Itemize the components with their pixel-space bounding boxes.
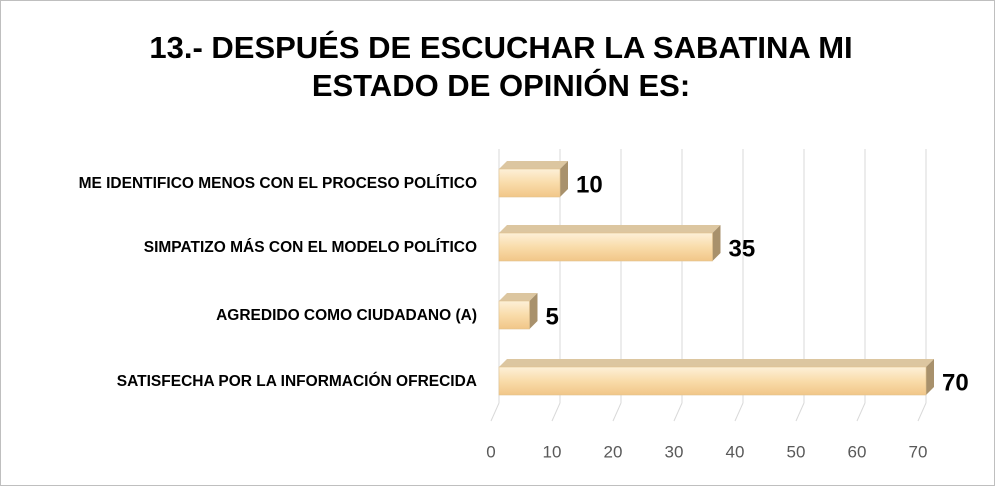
category-text: AGREDIDO COMO CIUDADANO (A) bbox=[216, 306, 477, 324]
bar-top bbox=[499, 359, 934, 367]
value-label: 70 bbox=[942, 369, 969, 396]
grid-floor-line bbox=[734, 402, 744, 422]
grid-floor-line bbox=[856, 402, 866, 422]
grid-floor-line bbox=[673, 402, 683, 422]
bar bbox=[498, 232, 713, 262]
x-tick-label: 70 bbox=[909, 442, 928, 461]
category-text: ME IDENTIFICO MENOS CON EL PROCESO POLÍT… bbox=[78, 174, 477, 192]
x-tick-label: 40 bbox=[726, 442, 745, 461]
x-tick-label: 60 bbox=[848, 442, 867, 461]
category-label: AGREDIDO COMO CIUDADANO (A) bbox=[37, 290, 477, 340]
category-text: SATISFECHA POR LA INFORMACIÓN OFRECIDA bbox=[116, 372, 477, 390]
category-label: SATISFECHA POR LA INFORMACIÓN OFRECIDA bbox=[37, 356, 477, 406]
bar-side bbox=[529, 293, 538, 329]
value-label: 5 bbox=[546, 303, 559, 330]
value-label: 35 bbox=[729, 235, 756, 262]
bar bbox=[498, 300, 530, 330]
x-tick-label: 50 bbox=[787, 442, 806, 461]
x-tick-label: 10 bbox=[543, 442, 562, 461]
x-tick-label: 0 bbox=[486, 442, 495, 461]
bar bbox=[498, 168, 561, 198]
bar-side bbox=[926, 359, 934, 395]
x-tick-label: 30 bbox=[665, 442, 684, 461]
grid-floor-line bbox=[490, 402, 500, 422]
category-text: SIMPATIZO MÁS CON EL MODELO POLÍTICO bbox=[143, 238, 477, 256]
grid-floor-line bbox=[795, 402, 805, 422]
grid-floor-line bbox=[612, 402, 622, 422]
bar-top bbox=[499, 225, 721, 233]
bar-top bbox=[499, 161, 568, 169]
chart-title: 13.- DESPUÉS DE ESCUCHAR LA SABATINA MI … bbox=[149, 30, 853, 103]
category-label: ME IDENTIFICO MENOS CON EL PROCESO POLÍT… bbox=[37, 158, 477, 208]
value-label: 10 bbox=[576, 171, 603, 198]
grid-floor-line bbox=[551, 402, 561, 422]
bar-side bbox=[560, 161, 568, 197]
bar bbox=[498, 366, 927, 396]
grid-floor-line bbox=[917, 402, 927, 422]
bar-top bbox=[499, 293, 538, 301]
category-label: SIMPATIZO MÁS CON EL MODELO POLÍTICO bbox=[37, 222, 477, 272]
bar-side bbox=[712, 225, 721, 261]
x-tick-label: 20 bbox=[604, 442, 623, 461]
